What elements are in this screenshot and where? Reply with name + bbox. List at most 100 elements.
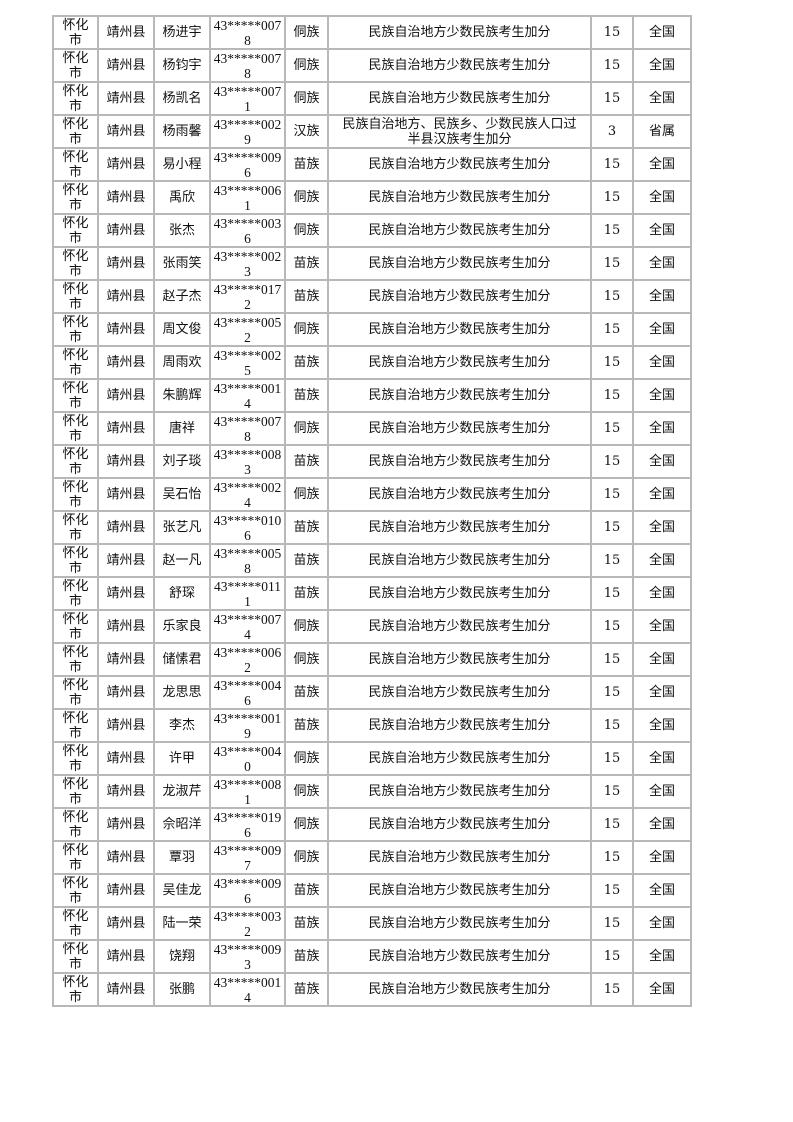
score-cell: 15 <box>590 906 634 941</box>
table-row: 怀化市 靖州县 陆一荣 43*****0032 苗族 民族自治地方少数民族考生加分 15 全国 <box>52 906 692 941</box>
table-row: 怀化市 靖州县 赵子杰 43*****0172 苗族 民族自治地方少数民族考生加分 15 全国 <box>52 279 692 314</box>
table-row: 怀化市 靖州县 许甲 43*****0040 侗族 民族自治地方少数民族考生加分 15 全国 <box>52 741 692 776</box>
county-cell: 靖州县 <box>97 873 155 908</box>
score-cell: 15 <box>590 411 634 446</box>
scope-cell: 全国 <box>632 48 692 83</box>
city-cell: 怀化市 <box>52 411 99 446</box>
score-cell: 15 <box>590 15 634 50</box>
scope-cell: 全国 <box>632 180 692 215</box>
table-row: 怀化市 靖州县 乐家良 43*****0074 侗族 民族自治地方少数民族考生加分 15 全国 <box>52 609 692 644</box>
ethnicity-cell: 侗族 <box>284 807 329 842</box>
id-cell: 43*****0096 <box>209 147 286 182</box>
county-cell: 靖州县 <box>97 609 155 644</box>
table-row: 怀化市 靖州县 张雨笑 43*****0023 苗族 民族自治地方少数民族考生加分 15 全国 <box>52 246 692 281</box>
city-cell: 怀化市 <box>52 378 99 413</box>
name-cell: 李杰 <box>153 708 211 743</box>
city-cell: 怀化市 <box>52 477 99 512</box>
county-cell: 靖州县 <box>97 906 155 941</box>
id-cell: 43*****0052 <box>209 312 286 347</box>
id-cell: 43*****0096 <box>209 873 286 908</box>
bonus-type-cell: 民族自治地方少数民族考生加分 <box>327 81 592 116</box>
ethnicity-cell: 苗族 <box>284 543 329 578</box>
id-cell: 43*****0083 <box>209 444 286 479</box>
scope-cell: 全国 <box>632 15 692 50</box>
score-cell: 15 <box>590 774 634 809</box>
score-cell: 15 <box>590 741 634 776</box>
ethnicity-cell: 汉族 <box>284 114 329 149</box>
score-cell: 15 <box>590 312 634 347</box>
name-cell: 龙淑芹 <box>153 774 211 809</box>
scope-cell: 全国 <box>632 477 692 512</box>
id-cell: 43*****0172 <box>209 279 286 314</box>
city-cell: 怀化市 <box>52 675 99 710</box>
scope-cell: 全国 <box>632 213 692 248</box>
name-cell: 陆一荣 <box>153 906 211 941</box>
bonus-type-cell: 民族自治地方少数民族考生加分 <box>327 279 592 314</box>
scope-cell: 全国 <box>632 642 692 677</box>
scope-cell: 全国 <box>632 576 692 611</box>
name-cell: 吴石怡 <box>153 477 211 512</box>
bonus-type-cell: 民族自治地方少数民族考生加分 <box>327 576 592 611</box>
table-row: 怀化市 靖州县 张鹏 43*****0014 苗族 民族自治地方少数民族考生加分 15 全国 <box>52 972 692 1007</box>
ethnicity-cell: 苗族 <box>284 939 329 974</box>
bonus-type-cell: 民族自治地方少数民族考生加分 <box>327 873 592 908</box>
id-cell: 43*****0097 <box>209 840 286 875</box>
city-cell: 怀化市 <box>52 114 99 149</box>
id-cell: 43*****0040 <box>209 741 286 776</box>
id-cell: 43*****0106 <box>209 510 286 545</box>
table-row: 怀化市 靖州县 朱鹏辉 43*****0014 苗族 民族自治地方少数民族考生加分 15 全国 <box>52 378 692 413</box>
name-cell: 杨雨馨 <box>153 114 211 149</box>
city-cell: 怀化市 <box>52 906 99 941</box>
city-cell: 怀化市 <box>52 543 99 578</box>
name-cell: 张艺凡 <box>153 510 211 545</box>
name-cell: 储愫君 <box>153 642 211 677</box>
name-cell: 张鹏 <box>153 972 211 1007</box>
score-cell: 15 <box>590 279 634 314</box>
city-cell: 怀化市 <box>52 180 99 215</box>
ethnicity-cell: 苗族 <box>284 510 329 545</box>
ethnicity-cell: 侗族 <box>284 213 329 248</box>
scope-cell: 全国 <box>632 741 692 776</box>
county-cell: 靖州县 <box>97 477 155 512</box>
scope-cell: 全国 <box>632 312 692 347</box>
city-cell: 怀化市 <box>52 345 99 380</box>
score-cell: 15 <box>590 939 634 974</box>
bonus-type-cell: 民族自治地方少数民族考生加分 <box>327 213 592 248</box>
score-cell: 15 <box>590 147 634 182</box>
name-cell: 禹欣 <box>153 180 211 215</box>
ethnicity-cell: 侗族 <box>284 774 329 809</box>
bonus-type-cell: 民族自治地方少数民族考生加分 <box>327 378 592 413</box>
ethnicity-cell: 侗族 <box>284 15 329 50</box>
scope-cell: 全国 <box>632 279 692 314</box>
id-cell: 43*****0024 <box>209 477 286 512</box>
bonus-type-cell: 民族自治地方少数民族考生加分 <box>327 543 592 578</box>
scope-cell: 全国 <box>632 906 692 941</box>
score-cell: 15 <box>590 807 634 842</box>
score-cell: 15 <box>590 81 634 116</box>
score-cell: 15 <box>590 576 634 611</box>
table-row: 怀化市 靖州县 储愫君 43*****0062 侗族 民族自治地方少数民族考生加分 15 全国 <box>52 642 692 677</box>
scope-cell: 全国 <box>632 147 692 182</box>
ethnicity-cell: 苗族 <box>284 246 329 281</box>
county-cell: 靖州县 <box>97 840 155 875</box>
city-cell: 怀化市 <box>52 510 99 545</box>
ethnicity-cell: 侗族 <box>284 609 329 644</box>
ethnicity-cell: 苗族 <box>284 708 329 743</box>
name-cell: 乐家良 <box>153 609 211 644</box>
bonus-type-cell: 民族自治地方少数民族考生加分 <box>327 741 592 776</box>
table-row: 怀化市 靖州县 刘子琰 43*****0083 苗族 民族自治地方少数民族考生加分 15 全国 <box>52 444 692 479</box>
scope-cell: 全国 <box>632 708 692 743</box>
scope-cell: 全国 <box>632 543 692 578</box>
score-cell: 15 <box>590 675 634 710</box>
name-cell: 刘子琰 <box>153 444 211 479</box>
bonus-type-cell: 民族自治地方少数民族考生加分 <box>327 48 592 83</box>
city-cell: 怀化市 <box>52 48 99 83</box>
table-row: 怀化市 靖州县 张杰 43*****0036 侗族 民族自治地方少数民族考生加分 15 全国 <box>52 213 692 248</box>
county-cell: 靖州县 <box>97 411 155 446</box>
score-cell: 15 <box>590 378 634 413</box>
scope-cell: 全国 <box>632 345 692 380</box>
ethnicity-cell: 侗族 <box>284 741 329 776</box>
city-cell: 怀化市 <box>52 312 99 347</box>
name-cell: 张杰 <box>153 213 211 248</box>
city-cell: 怀化市 <box>52 741 99 776</box>
